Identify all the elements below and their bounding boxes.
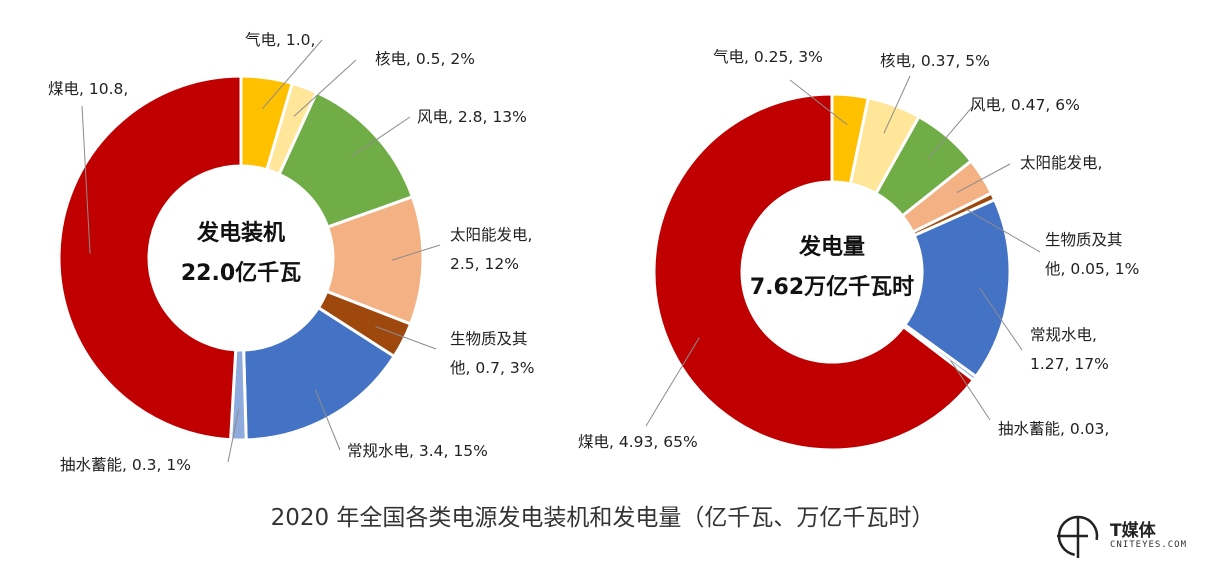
leader-line-2-4 bbox=[956, 163, 1011, 194]
leader-line-2-7 bbox=[950, 360, 991, 421]
slice-2-8 bbox=[652, 92, 976, 452]
leader-line-2-3 bbox=[927, 105, 974, 160]
logo-mark-icon bbox=[1057, 515, 1099, 558]
leader-line-2-1 bbox=[789, 79, 848, 126]
leader-line-1-8 bbox=[81, 105, 91, 254]
data-label-2-5: 生物质及其他, 0.05, 1% bbox=[1045, 231, 1139, 278]
center-title-1: 发电装机 bbox=[196, 220, 285, 246]
data-label-2-4: 太阳能发电, bbox=[1020, 154, 1102, 172]
slice-2-6 bbox=[902, 197, 1012, 379]
leader-line-2-2 bbox=[883, 75, 911, 134]
data-label-1-1: 气电, 1.0, bbox=[245, 31, 315, 49]
leader-line-2-5 bbox=[965, 208, 1041, 253]
data-label-1-4: 太阳能发电, 2.5, 12% bbox=[450, 226, 532, 273]
data-label-2-1: 气电, 0.25, 3% bbox=[713, 48, 823, 66]
data-label-1-2: 核电, 0.5, 2% bbox=[375, 50, 475, 68]
data-label-1-5: 生物质及其他, 0.7, 3% bbox=[450, 330, 534, 377]
donut-chart-1: 气电, 1.0, 核电, 0.5, 2% 风电, 2.8, 13% 太阳能发电, 2.5… bbox=[48, 31, 534, 474]
leader-line-1-2 bbox=[293, 59, 357, 117]
figure-caption: 2020 年全国各类电源发电装机和发电量（亿千瓦、万亿千瓦时） bbox=[270, 505, 935, 531]
data-label-1-8: 煤电, 10.8, bbox=[48, 80, 128, 98]
leader-line-1-3 bbox=[351, 116, 411, 157]
data-label-2-8: 煤电, 4.93, 65% bbox=[578, 433, 698, 451]
center-value-1: 22.0亿千瓦 bbox=[181, 261, 301, 286]
leader-line-1-7 bbox=[227, 408, 240, 463]
center-value-2: 7.62万亿千瓦时 bbox=[750, 275, 914, 300]
center-title-2: 发电量 bbox=[798, 234, 865, 260]
donut-chart-2: 气电, 0.25, 3% 核电, 0.37, 5% 风电, 0.47, 6% 太阳能发… bbox=[578, 48, 1139, 452]
leader-line-1-1 bbox=[262, 39, 323, 109]
brand-logo: T媒体 CNITEYES.COM bbox=[1054, 512, 1194, 562]
data-label-2-6: 常规水电, 1.27, 17% bbox=[1030, 326, 1109, 373]
data-label-2-2: 核电, 0.37, 5% bbox=[880, 52, 990, 70]
data-label-2-7: 抽水蓄能, 0.03, bbox=[998, 420, 1109, 438]
logo-name: T媒体 bbox=[1110, 521, 1156, 541]
leader-line-1-5 bbox=[375, 326, 437, 350]
slice-1-8 bbox=[57, 74, 243, 442]
data-label-2-3: 风电, 0.47, 6% bbox=[970, 96, 1080, 114]
leader-line-2-6 bbox=[978, 287, 1023, 351]
data-label-1-6: 常规水电, 3.4, 15% bbox=[347, 442, 488, 460]
logo-domain: CNITEYES.COM bbox=[1110, 540, 1188, 550]
data-label-1-7: 抽水蓄能, 0.3, 1% bbox=[60, 456, 191, 474]
data-label-1-3: 风电, 2.8, 13% bbox=[417, 108, 527, 126]
leader-line-1-6 bbox=[314, 389, 341, 451]
leader-line-1-4 bbox=[391, 244, 441, 261]
leader-line-2-8 bbox=[645, 337, 700, 427]
